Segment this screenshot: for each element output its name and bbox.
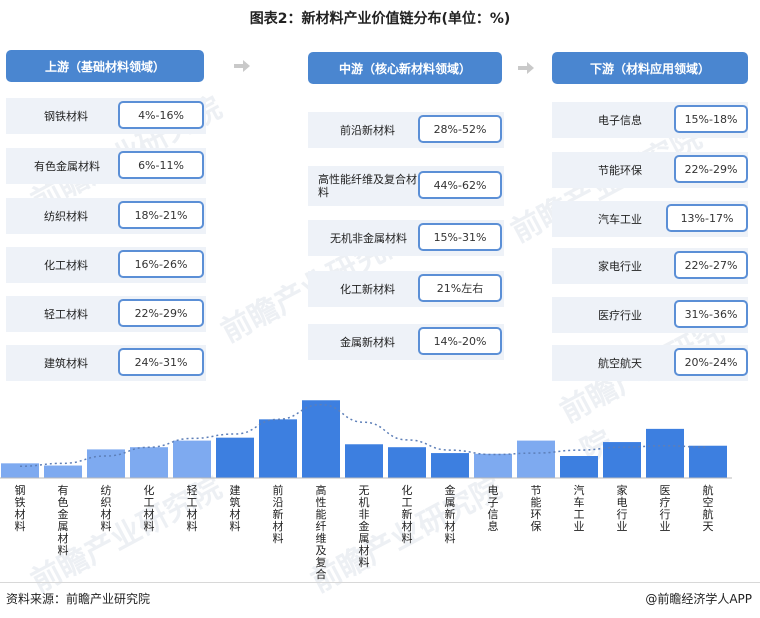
tick-label: 有色金属材料 xyxy=(58,483,69,557)
bar xyxy=(517,440,555,478)
range-box: 31%-36% xyxy=(674,300,748,328)
range-box: 13%-17% xyxy=(666,204,748,232)
list-item: 航空航天 20%-24% xyxy=(552,345,748,381)
tick-label: 航空航天 xyxy=(703,483,714,533)
range-box: 22%-29% xyxy=(674,155,748,183)
material-label: 纺织材料 xyxy=(44,209,88,223)
tick-label: 汽车工业 xyxy=(574,483,585,533)
trend-line xyxy=(19,403,709,468)
list-item: 建筑材料 24%-31% xyxy=(6,345,206,381)
range-box: 14%-20% xyxy=(418,327,502,355)
tick-label: 无机非金属材料 xyxy=(359,484,370,569)
bar xyxy=(173,440,211,478)
bar xyxy=(130,447,168,478)
bar xyxy=(44,465,82,478)
list-item: 前沿新材料 28%-52% xyxy=(308,112,504,148)
list-item: 钢铁材料 4%-16% xyxy=(6,98,206,134)
arrow-right-icon xyxy=(518,62,534,74)
range-box: 22%-29% xyxy=(118,299,204,327)
range-box: 16%-26% xyxy=(118,250,204,278)
material-label: 医疗行业 xyxy=(598,308,642,322)
bar xyxy=(689,445,727,478)
tick-label: 化工材料 xyxy=(144,483,155,533)
bar xyxy=(216,437,254,478)
tick-label: 节能环保 xyxy=(531,484,542,533)
upstream-header: 上游（基础材料领域） xyxy=(6,50,204,82)
list-item: 高性能纤维及复合材料 44%-62% xyxy=(308,166,504,206)
range-box: 44%-62% xyxy=(418,171,502,199)
list-item: 纺织材料 18%-21% xyxy=(6,198,206,234)
value-chart: 钢铁材料 有色金属材料 纺织材料 化工材料 轻工材料 建筑材料 前沿新材料 高性能纤维及复合材… xyxy=(0,400,732,580)
bar xyxy=(431,453,469,478)
material-label: 轻工材料 xyxy=(44,307,88,321)
material-label: 节能环保 xyxy=(598,163,642,177)
list-item: 医疗行业 31%-36% xyxy=(552,297,748,333)
bar xyxy=(259,419,297,478)
list-item: 化工材料 16%-26% xyxy=(6,247,206,283)
list-item: 汽车工业 13%-17% xyxy=(552,201,748,237)
tick-label: 高性能纤维及复合材料 xyxy=(316,483,327,580)
material-label: 化工新材料 xyxy=(340,282,395,296)
brand-note: @前瞻经济学人APP xyxy=(645,592,752,606)
chart-title: 图表2：新材料产业价值链分布(单位：%) xyxy=(249,11,511,27)
tick-label: 化工新材料 xyxy=(402,483,413,545)
range-box: 20%-24% xyxy=(674,348,748,376)
material-label: 金属新材料 xyxy=(340,335,395,349)
list-item: 金属新材料 14%-20% xyxy=(308,324,504,360)
material-label: 无机非金属材料 xyxy=(330,231,407,245)
bar xyxy=(1,463,39,478)
material-label: 汽车工业 xyxy=(598,212,642,226)
tick-label: 轻工材料 xyxy=(187,483,198,533)
range-box: 22%-27% xyxy=(674,251,748,279)
range-box: 18%-21% xyxy=(118,201,204,229)
list-item: 家电行业 22%-27% xyxy=(552,248,748,284)
bar xyxy=(302,400,340,478)
material-label: 航空航天 xyxy=(598,356,642,370)
list-item: 有色金属材料 6%-11% xyxy=(6,148,206,184)
tick-label: 纺织材料 xyxy=(101,483,112,533)
tick-label: 金属新材料 xyxy=(445,483,456,545)
material-label: 有色金属材料 xyxy=(34,159,100,173)
bar xyxy=(345,444,383,478)
bar xyxy=(560,456,598,478)
list-item: 化工新材料 21%左右 xyxy=(308,271,504,307)
tick-label: 家电行业 xyxy=(617,483,628,533)
material-label: 电子信息 xyxy=(598,113,642,127)
source-note: 资料来源：前瞻产业研究院 xyxy=(6,592,151,606)
tick-label: 前沿新材料 xyxy=(273,483,284,545)
range-box: 15%-31% xyxy=(418,223,502,251)
range-box: 15%-18% xyxy=(674,105,748,133)
tick-label: 钢铁材料 xyxy=(15,484,26,533)
range-box: 28%-52% xyxy=(418,115,502,143)
material-label: 化工材料 xyxy=(44,258,88,272)
range-box: 6%-11% xyxy=(118,151,204,179)
tick-label: 电子信息 xyxy=(488,484,499,533)
list-item: 节能环保 22%-29% xyxy=(552,152,748,188)
tick-label: 医疗行业 xyxy=(660,484,671,533)
range-box: 21%左右 xyxy=(418,274,502,302)
bar xyxy=(388,447,426,478)
material-label: 钢铁材料 xyxy=(44,109,88,123)
divider xyxy=(0,582,760,583)
range-box: 4%-16% xyxy=(118,101,204,129)
material-label: 家电行业 xyxy=(598,259,642,273)
bar xyxy=(646,428,684,478)
downstream-header: 下游（材料应用领域） xyxy=(552,52,748,84)
material-label: 建筑材料 xyxy=(44,356,88,370)
material-label: 前沿新材料 xyxy=(340,123,395,137)
tick-label: 建筑材料 xyxy=(230,483,241,533)
list-item: 无机非金属材料 15%-31% xyxy=(308,220,504,256)
range-box: 24%-31% xyxy=(118,348,204,376)
bar xyxy=(87,449,125,478)
midstream-header: 中游（核心新材料领域） xyxy=(308,52,502,84)
bar xyxy=(474,453,512,478)
material-label: 高性能纤维及复合材料 xyxy=(318,173,417,199)
list-item: 电子信息 15%-18% xyxy=(552,102,748,138)
list-item: 轻工材料 22%-29% xyxy=(6,296,206,332)
arrow-right-icon xyxy=(234,60,250,72)
